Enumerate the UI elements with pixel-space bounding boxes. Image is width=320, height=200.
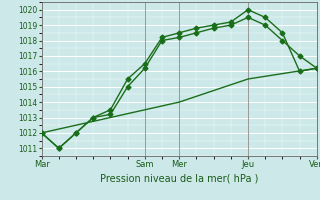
X-axis label: Pression niveau de la mer( hPa ): Pression niveau de la mer( hPa ): [100, 173, 258, 183]
